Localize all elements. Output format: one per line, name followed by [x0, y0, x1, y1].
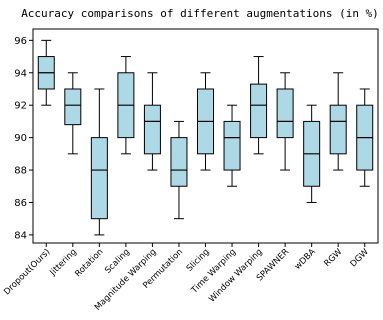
box-3 — [117, 56, 135, 155]
box-1 — [64, 72, 82, 155]
y-tick-label: 90 — [14, 133, 27, 144]
box-iqr — [143, 104, 161, 155]
box-iqr — [90, 137, 108, 220]
box-iqr — [276, 88, 294, 139]
box-4 — [143, 72, 161, 171]
x-tick-label: DGW — [349, 247, 372, 270]
box-9 — [276, 72, 294, 171]
y-tick-label: 96 — [14, 36, 27, 47]
box-iqr — [329, 104, 347, 155]
x-axis: Dropout(Ours)JitteringRotationScalingMag… — [2, 243, 371, 313]
box-11 — [329, 72, 347, 171]
chart-title: Accuracy comparisons of different augmen… — [21, 7, 379, 20]
y-tick-label: 86 — [14, 198, 27, 209]
y-tick-label: 88 — [14, 166, 27, 177]
y-tick-label: 84 — [14, 230, 27, 241]
box-6 — [197, 72, 214, 171]
y-tick-label: 94 — [14, 68, 27, 79]
box-iqr — [170, 137, 188, 187]
box-5 — [170, 120, 188, 220]
x-tick-label: wDBA — [293, 247, 318, 272]
box-8 — [250, 56, 268, 155]
box-10 — [303, 104, 321, 203]
y-tick-label: 92 — [14, 101, 27, 112]
y-axis: 84 86 88 90 92 94 96 — [14, 36, 33, 241]
box-iqr — [64, 88, 82, 126]
x-tick-label: Rotation — [73, 247, 105, 279]
box-7 — [223, 104, 241, 187]
box-12 — [356, 88, 374, 187]
box-iqr — [223, 120, 241, 171]
x-tick-label: Dropout(Ours) — [2, 247, 52, 297]
box-2 — [90, 88, 108, 236]
boxes-group — [37, 39, 374, 236]
box-iqr — [250, 83, 268, 139]
x-tick-label: RGW — [322, 247, 344, 269]
box-0 — [37, 39, 55, 106]
